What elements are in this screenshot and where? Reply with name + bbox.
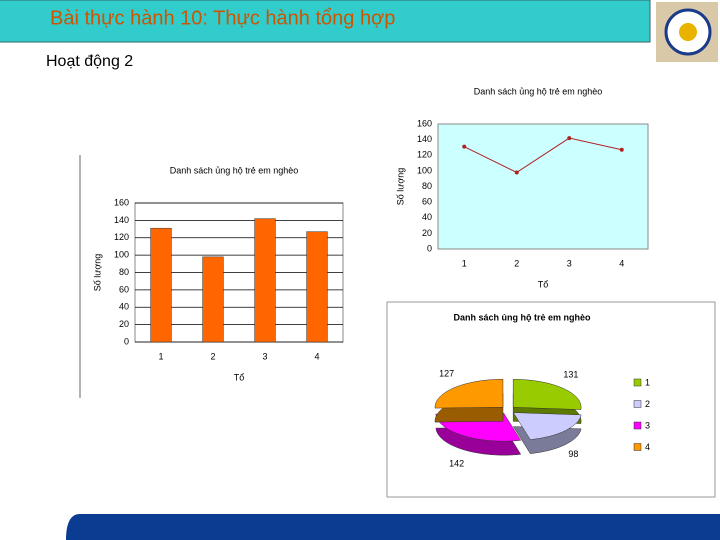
pie-slice [512, 379, 582, 410]
x-tick-label: 2 [210, 351, 215, 361]
bar [202, 256, 224, 343]
bar [254, 218, 276, 343]
data-label: 127 [439, 369, 454, 379]
plot-area [437, 123, 649, 250]
y-tick-label: 140 [417, 134, 432, 144]
x-tick-label: 1 [462, 258, 467, 268]
legend-label: 1 [645, 377, 650, 387]
logo [656, 2, 718, 62]
y-tick-label: 0 [427, 243, 432, 253]
slide-subtitle: Hoạt động 2 [46, 53, 133, 70]
chart-title: Danh sách ủng hộ trẻ em nghèo [453, 312, 591, 322]
x-axis-label: Tổ [538, 279, 549, 289]
x-tick-label: 4 [314, 351, 319, 361]
x-tick-label: 3 [567, 258, 572, 268]
bar [150, 227, 172, 343]
point [619, 147, 624, 152]
y-tick-label: 120 [114, 232, 129, 242]
y-tick-label: 60 [119, 284, 129, 294]
legend-label: 3 [645, 420, 650, 430]
chart-title: Danh sách ủng hộ trẻ em nghèo [474, 86, 603, 96]
y-tick-label: 20 [119, 319, 129, 329]
y-tick-label: 100 [417, 165, 432, 175]
y-tick-label: 160 [417, 118, 432, 128]
y-tick-label: 100 [114, 250, 129, 260]
point [567, 136, 572, 141]
y-axis-label: Số lượng [395, 168, 405, 205]
pie-slice [434, 378, 504, 409]
legend-swatch [633, 378, 642, 387]
line [464, 137, 622, 174]
header-bar [0, 0, 651, 43]
y-tick-label: 40 [422, 212, 432, 222]
x-tick-label: 1 [158, 351, 163, 361]
legend-label: 2 [645, 399, 650, 409]
y-tick-label: 120 [417, 150, 432, 160]
y-tick-label: 40 [119, 302, 129, 312]
pie-slice [512, 412, 582, 440]
legend-swatch [633, 400, 642, 408]
data-label: 131 [563, 370, 578, 380]
y-tick-label: 20 [422, 228, 432, 238]
x-tick-label: 3 [262, 351, 267, 361]
slide-title: Bài thực hành 10: Thực hành tổng hợp [50, 7, 395, 29]
bar [306, 231, 328, 343]
chart-title: Danh sách ủng hộ trẻ em nghèo [170, 165, 299, 175]
y-tick-label: 80 [422, 181, 432, 191]
point [462, 144, 467, 149]
y-tick-label: 60 [422, 197, 432, 207]
y-tick-label: 80 [119, 267, 129, 277]
legend-label: 4 [645, 442, 650, 452]
y-tick-label: 140 [114, 215, 129, 225]
y-tick-label: 160 [114, 197, 129, 207]
x-axis-label: Tổ [234, 372, 245, 382]
y-axis-label: Số lượng [92, 254, 102, 291]
legend-swatch [633, 421, 642, 430]
y-tick-label: 0 [124, 336, 129, 346]
data-label: 98 [568, 449, 578, 459]
x-tick-label: 2 [514, 258, 519, 268]
data-label: 142 [449, 458, 464, 468]
footer-bar [66, 514, 720, 540]
logo-center [679, 23, 697, 41]
x-tick-label: 4 [619, 258, 624, 268]
legend-swatch [633, 443, 642, 451]
point [514, 170, 519, 175]
